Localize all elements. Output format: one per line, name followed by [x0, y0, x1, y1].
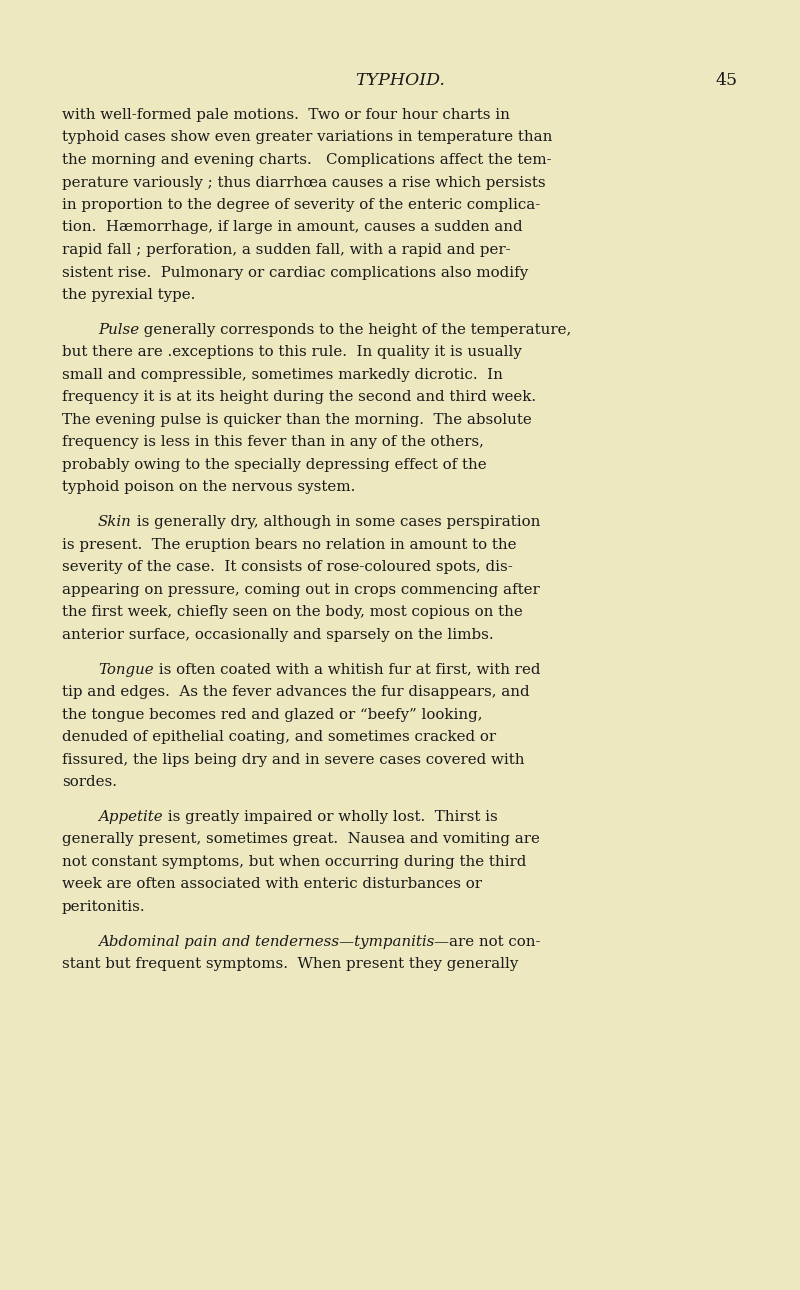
Text: frequency is less in this fever than in any of the others,: frequency is less in this fever than in … [62, 436, 484, 449]
Text: the pyrexial type.: the pyrexial type. [62, 288, 195, 302]
Text: tion.  Hæmorrhage, if large in amount, causes a sudden and: tion. Hæmorrhage, if large in amount, ca… [62, 221, 522, 235]
Text: appearing on pressure, coming out in crops commencing after: appearing on pressure, coming out in cro… [62, 583, 540, 597]
Text: is greatly impaired or wholly lost.  Thirst is: is greatly impaired or wholly lost. Thir… [162, 810, 498, 824]
Text: denuded of epithelial coating, and sometimes cracked or: denuded of epithelial coating, and somet… [62, 730, 496, 744]
Text: is present.  The eruption bears no relation in amount to the: is present. The eruption bears no relati… [62, 538, 517, 552]
Text: generally present, sometimes great.  Nausea and vomiting are: generally present, sometimes great. Naus… [62, 832, 540, 846]
Text: rapid fall ; perforation, a sudden fall, with a rapid and per-: rapid fall ; perforation, a sudden fall,… [62, 243, 510, 257]
Text: typhoid cases show even greater variations in temperature than: typhoid cases show even greater variatio… [62, 130, 552, 144]
Text: severity of the case.  It consists of rose-coloured spots, dis-: severity of the case. It consists of ros… [62, 560, 513, 574]
Text: the tongue becomes red and glazed or “beefy” looking,: the tongue becomes red and glazed or “be… [62, 708, 482, 721]
Text: anterior surface, occasionally and sparsely on the limbs.: anterior surface, occasionally and spars… [62, 628, 494, 641]
Text: 45: 45 [716, 72, 738, 89]
Text: with well-formed pale motions.  Two or four hour charts in: with well-formed pale motions. Two or fo… [62, 108, 510, 123]
Text: Tongue: Tongue [98, 663, 154, 677]
Text: week are often associated with enteric disturbances or: week are often associated with enteric d… [62, 877, 482, 891]
Text: is often coated with a whitish fur at first, with red: is often coated with a whitish fur at fi… [154, 663, 540, 677]
Text: The evening pulse is quicker than the morning.  The absolute: The evening pulse is quicker than the mo… [62, 413, 532, 427]
Text: tip and edges.  As the fever advances the fur disappears, and: tip and edges. As the fever advances the… [62, 685, 530, 699]
Text: Pulse: Pulse [98, 322, 139, 337]
Text: TYPHOID.: TYPHOID. [355, 72, 445, 89]
Text: frequency it is at its height during the second and third week.: frequency it is at its height during the… [62, 391, 536, 404]
Text: Appetite: Appetite [98, 810, 162, 824]
Text: stant but frequent symptoms.  When present they generally: stant but frequent symptoms. When presen… [62, 957, 518, 971]
Text: sordes.: sordes. [62, 775, 117, 789]
Text: sistent rise.  Pulmonary or cardiac complications also modify: sistent rise. Pulmonary or cardiac compl… [62, 266, 528, 280]
Text: in proportion to the degree of severity of the enteric complica-: in proportion to the degree of severity … [62, 197, 540, 212]
Text: Abdominal pain and tenderness—tympanitis: Abdominal pain and tenderness—tympanitis [98, 935, 434, 949]
Text: but there are .exceptions to this rule.  In quality it is usually: but there are .exceptions to this rule. … [62, 346, 522, 360]
Text: small and compressible, sometimes markedly dicrotic.  In: small and compressible, sometimes marked… [62, 368, 503, 382]
Text: typhoid poison on the nervous system.: typhoid poison on the nervous system. [62, 480, 355, 494]
Text: peritonitis.: peritonitis. [62, 900, 146, 915]
Text: the first week, chiefly seen on the body, most copious on the: the first week, chiefly seen on the body… [62, 605, 522, 619]
Text: Skin: Skin [98, 515, 132, 529]
Text: fissured, the lips being dry and in severe cases covered with: fissured, the lips being dry and in seve… [62, 752, 525, 766]
Text: is generally dry, although in some cases perspiration: is generally dry, although in some cases… [132, 515, 540, 529]
Text: —are not con-: —are not con- [434, 935, 541, 949]
Text: generally corresponds to the height of the temperature,: generally corresponds to the height of t… [139, 322, 571, 337]
Text: probably owing to the specially depressing effect of the: probably owing to the specially depressi… [62, 458, 486, 472]
Text: the morning and evening charts.   Complications affect the tem-: the morning and evening charts. Complica… [62, 154, 552, 166]
Text: not constant symptoms, but when occurring during the third: not constant symptoms, but when occurrin… [62, 855, 526, 869]
Text: perature variously ; thus diarrhœa causes a rise which persists: perature variously ; thus diarrhœa cause… [62, 175, 546, 190]
